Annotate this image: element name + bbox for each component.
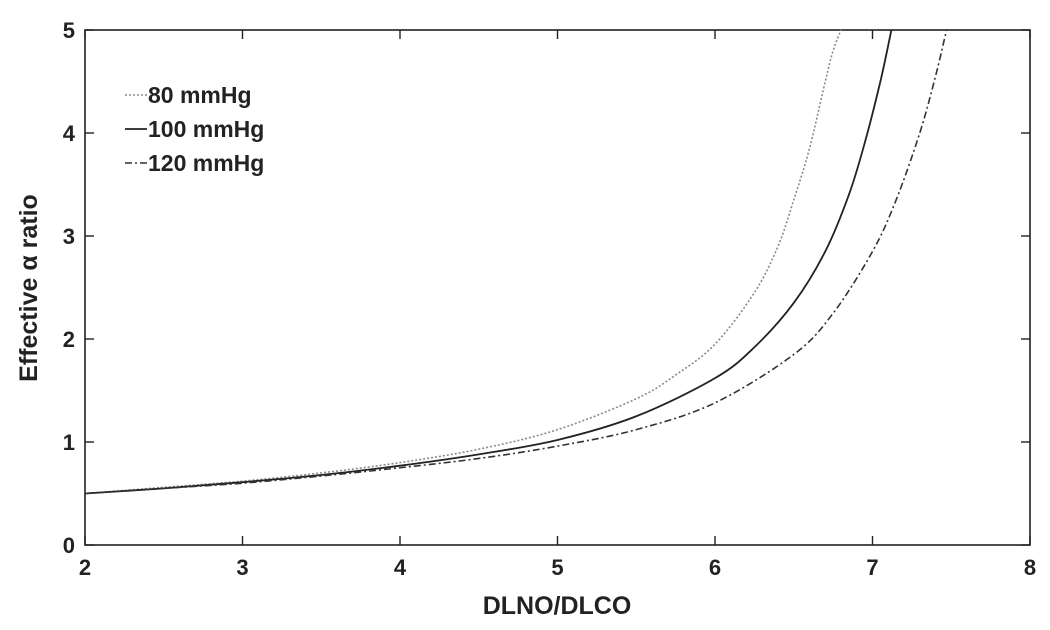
x-tick-label: 4 bbox=[394, 555, 407, 580]
x-axis-label: DLNO/DLCO bbox=[483, 592, 632, 620]
y-tick-label: 5 bbox=[63, 18, 75, 43]
legend-label: 80 mmHg bbox=[148, 82, 252, 108]
legend-label: 120 mmHg bbox=[148, 150, 264, 176]
y-tick-label: 0 bbox=[63, 533, 75, 558]
y-tick-label: 1 bbox=[63, 430, 75, 455]
legend: 80 mmHg 100 mmHg 120 mmHg bbox=[125, 82, 264, 176]
series-layer bbox=[84, 29, 948, 495]
y-tick-label: 3 bbox=[63, 224, 75, 249]
y-tick-label: 4 bbox=[63, 121, 76, 146]
series-line-100-mmhg bbox=[84, 29, 893, 495]
legend-label: 100 mmHg bbox=[148, 116, 264, 142]
x-tick-label: 7 bbox=[866, 555, 878, 580]
series-line-120-mmhg bbox=[84, 29, 948, 495]
x-tick-label: 2 bbox=[79, 555, 91, 580]
ticks-layer: 2 3 4 5 6 7 8 0 1 2 3 4 5 bbox=[63, 18, 1036, 580]
series-line-80-mmhg bbox=[84, 29, 842, 495]
x-tick-label: 5 bbox=[551, 555, 563, 580]
x-tick-label: 3 bbox=[236, 555, 248, 580]
y-axis-label: Effective α ratio bbox=[15, 194, 43, 382]
y-tick-label: 2 bbox=[63, 327, 75, 352]
x-tick-label: 8 bbox=[1024, 555, 1036, 580]
x-tick-label: 6 bbox=[709, 555, 721, 580]
